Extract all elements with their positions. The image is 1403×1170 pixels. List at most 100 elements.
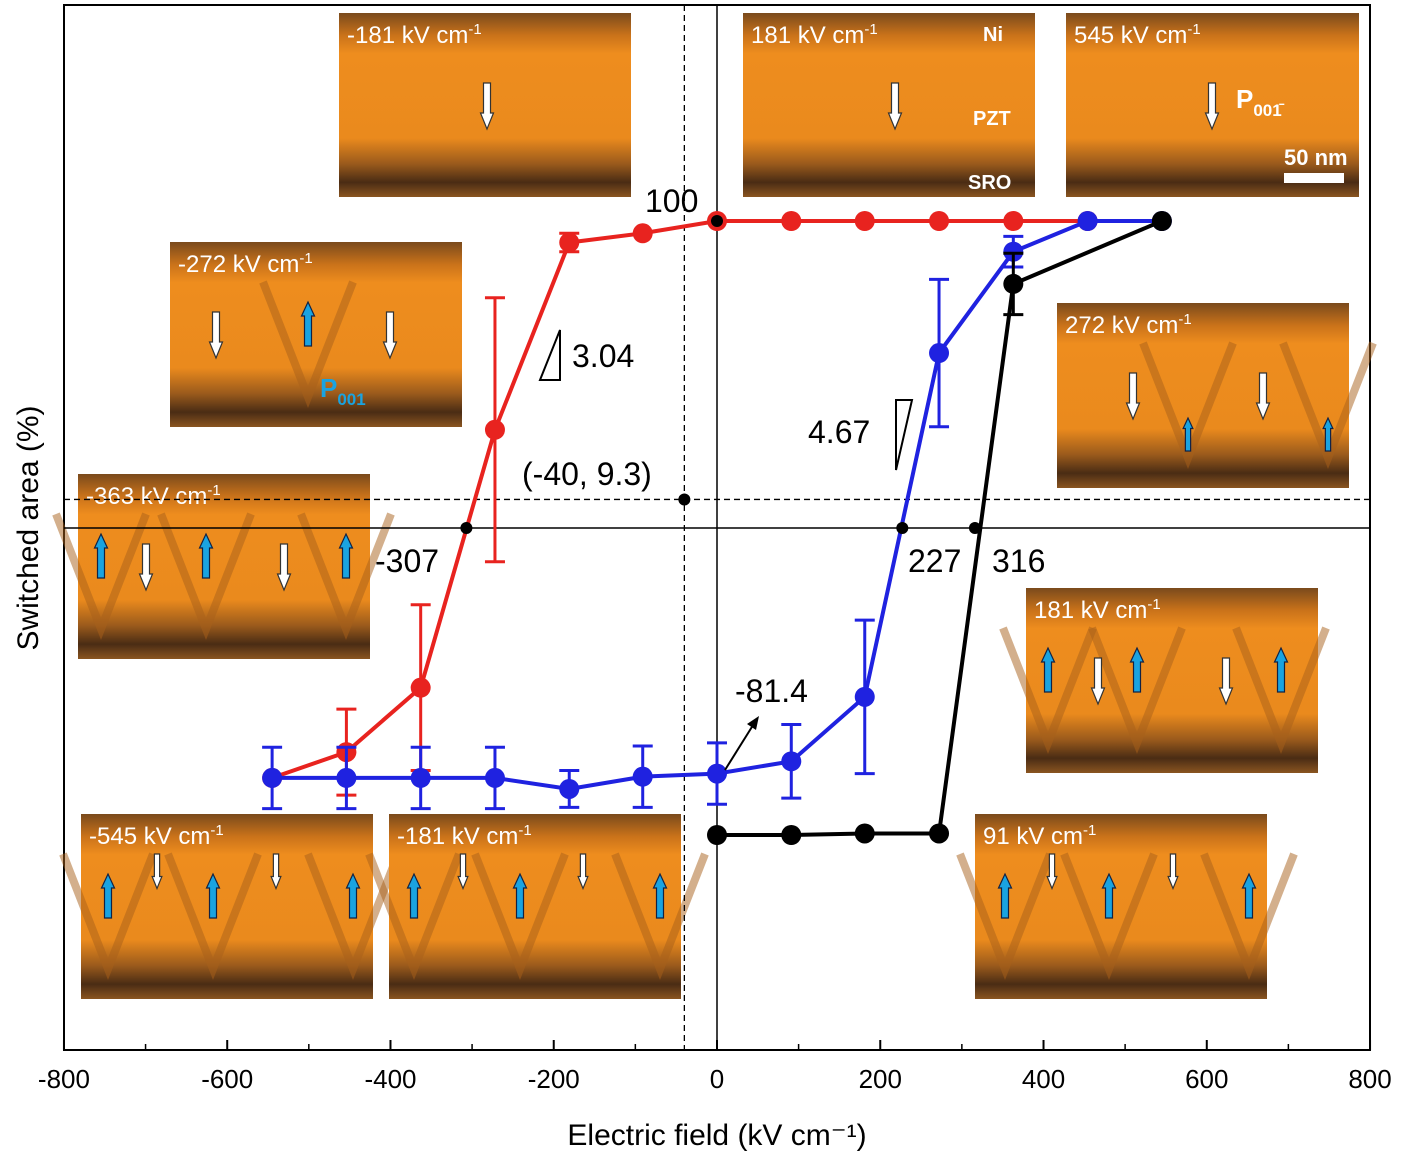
up-polarization-arrow-icon: [1129, 646, 1145, 693]
x-tick-label: 600: [1185, 1064, 1228, 1094]
tem-inset-image: -363 kV cm-1: [52, 474, 395, 659]
annotation-slope-left: 3.04: [572, 338, 634, 374]
up-polarization-arrow-icon: [652, 872, 668, 919]
tem-inset-image: 181 kV cm-1 Ni PZT SRO: [743, 13, 1035, 197]
scale-bar-label: 50 nm: [1284, 145, 1348, 170]
annotation-initial: -81.4: [735, 673, 808, 709]
polarization-subscript: 001̄: [1253, 101, 1284, 120]
up-polarization-arrow-icon: [198, 532, 214, 579]
polarization-label: P001̄: [1236, 84, 1285, 120]
inset-label-sup: -1: [468, 21, 481, 38]
domain-wall: [52, 512, 150, 640]
up-polarization-arrow-icon: [1101, 872, 1117, 919]
annotation-slope-right: 4.67: [808, 414, 870, 450]
up-polarization-arrow-icon: [93, 532, 109, 579]
inset-label-text: -545 kV cm: [89, 823, 210, 850]
down-polarization-arrow-icon: [577, 853, 589, 891]
series-blue-point: [559, 778, 580, 799]
tem-inset-image: 545 kV cm-1 P001̄ 50 nm: [1066, 13, 1359, 197]
inset-label-sup: -1: [518, 822, 531, 839]
down-polarization-arrow-icon: [151, 853, 163, 891]
layer-label-ni: Ni: [983, 24, 1003, 46]
up-polarization-arrow-icon: [1322, 416, 1334, 452]
x-axis-label: Electric field (kV cm⁻¹): [567, 1119, 866, 1152]
domain-wall: [259, 280, 357, 408]
domain-wall: [611, 852, 709, 980]
series-red: [262, 211, 1098, 797]
inset-field-label: 91 kV cm-1: [983, 822, 1096, 850]
down-polarization-arrow-icon: [270, 853, 282, 891]
up-polarization-arrow-icon: [100, 872, 116, 919]
series-black-point: [929, 823, 950, 844]
tem-inset-image: -181 kV cm-1: [339, 13, 631, 197]
domain-wall: [164, 852, 262, 980]
series-blue-point: [1003, 241, 1024, 262]
inset-field-label: 545 kV cm-1: [1074, 21, 1201, 49]
polarization-label: P001: [320, 373, 366, 409]
inset-label-text: 181 kV cm: [1034, 597, 1147, 624]
down-polarization-arrow-icon: [1255, 372, 1271, 421]
annotation-arrow-head-icon: [747, 716, 759, 730]
inset-label-text: 181 kV cm: [751, 22, 864, 49]
domain-wall: [1232, 626, 1330, 754]
series-blue-point: [1077, 211, 1098, 231]
tem-inset-image: -272 kV cm-1 P001: [170, 242, 462, 427]
series-red-point: [632, 223, 653, 244]
domain-wall: [157, 512, 255, 640]
polarization-subscript: 001: [337, 390, 365, 409]
inset-field-label: -181 kV cm-1: [347, 21, 482, 49]
down-polarization-arrow-icon: [1125, 372, 1141, 421]
series-red-point: [484, 419, 505, 440]
inset-field-label: 272 kV cm-1: [1065, 311, 1192, 339]
down-polarization-arrow-icon: [457, 853, 469, 891]
inset-label-text: -272 kV cm: [178, 251, 299, 278]
up-polarization-arrow-icon: [512, 872, 528, 919]
series-red-point: [854, 211, 875, 231]
up-polarization-arrow-icon: [205, 872, 221, 919]
series-blue-point: [929, 343, 950, 364]
x-tick-label: -400: [364, 1064, 416, 1094]
series-black-point: [781, 825, 802, 845]
up-polarization-arrow-icon: [1273, 646, 1289, 693]
domain-wall: [1088, 626, 1186, 754]
layer-label-sro: SRO: [968, 172, 1011, 194]
marker-offset-point: [678, 493, 691, 506]
series-blue-point: [632, 766, 653, 787]
inset-label-sup: -1: [207, 482, 220, 499]
series-black-point: [707, 825, 727, 845]
layer-label-pzt: PZT: [973, 108, 1011, 130]
inset-label-text: 545 kV cm: [1074, 22, 1187, 49]
inset-label-sup: -1: [1147, 596, 1160, 613]
down-polarization-arrow-icon: [276, 543, 292, 592]
domain-wall: [297, 512, 395, 640]
marker-top: [711, 215, 723, 227]
down-polarization-arrow-icon: [1167, 853, 1179, 891]
down-polarization-arrow-icon: [887, 82, 903, 131]
x-tick-label: 800: [1348, 1064, 1391, 1094]
inset-label-text: 272 kV cm: [1065, 312, 1178, 339]
series-blue-point: [410, 767, 431, 788]
inset-field-label: 181 kV cm-1: [1034, 596, 1161, 624]
inset-label-text: -181 kV cm: [347, 22, 468, 49]
down-polarization-arrow-icon: [1218, 657, 1234, 706]
domain-wall: [1200, 852, 1298, 980]
inset-field-label: -545 kV cm-1: [89, 822, 224, 850]
domain-wall: [999, 626, 1097, 754]
series-blue-point: [484, 767, 505, 788]
domain-wall: [1060, 852, 1158, 980]
inset-label-sup: -1: [1083, 822, 1096, 839]
series-blue-point: [262, 767, 283, 788]
series-red-point: [559, 232, 580, 253]
x-tick-label: -200: [528, 1064, 580, 1094]
inset-field-label: -363 kV cm-1: [86, 482, 221, 510]
tem-image: [743, 13, 1035, 197]
slope-triangle-left: [538, 329, 561, 381]
inset-label-sup: -1: [210, 822, 223, 839]
inset-label-sup: -1: [864, 21, 877, 38]
marker-coercive-blue: [896, 522, 909, 534]
up-polarization-arrow-icon: [997, 872, 1013, 919]
annotation-coercive-neg: -307: [375, 543, 439, 579]
annotation-coercive-black: 316: [992, 543, 1045, 579]
up-polarization-arrow-icon: [1040, 646, 1056, 693]
